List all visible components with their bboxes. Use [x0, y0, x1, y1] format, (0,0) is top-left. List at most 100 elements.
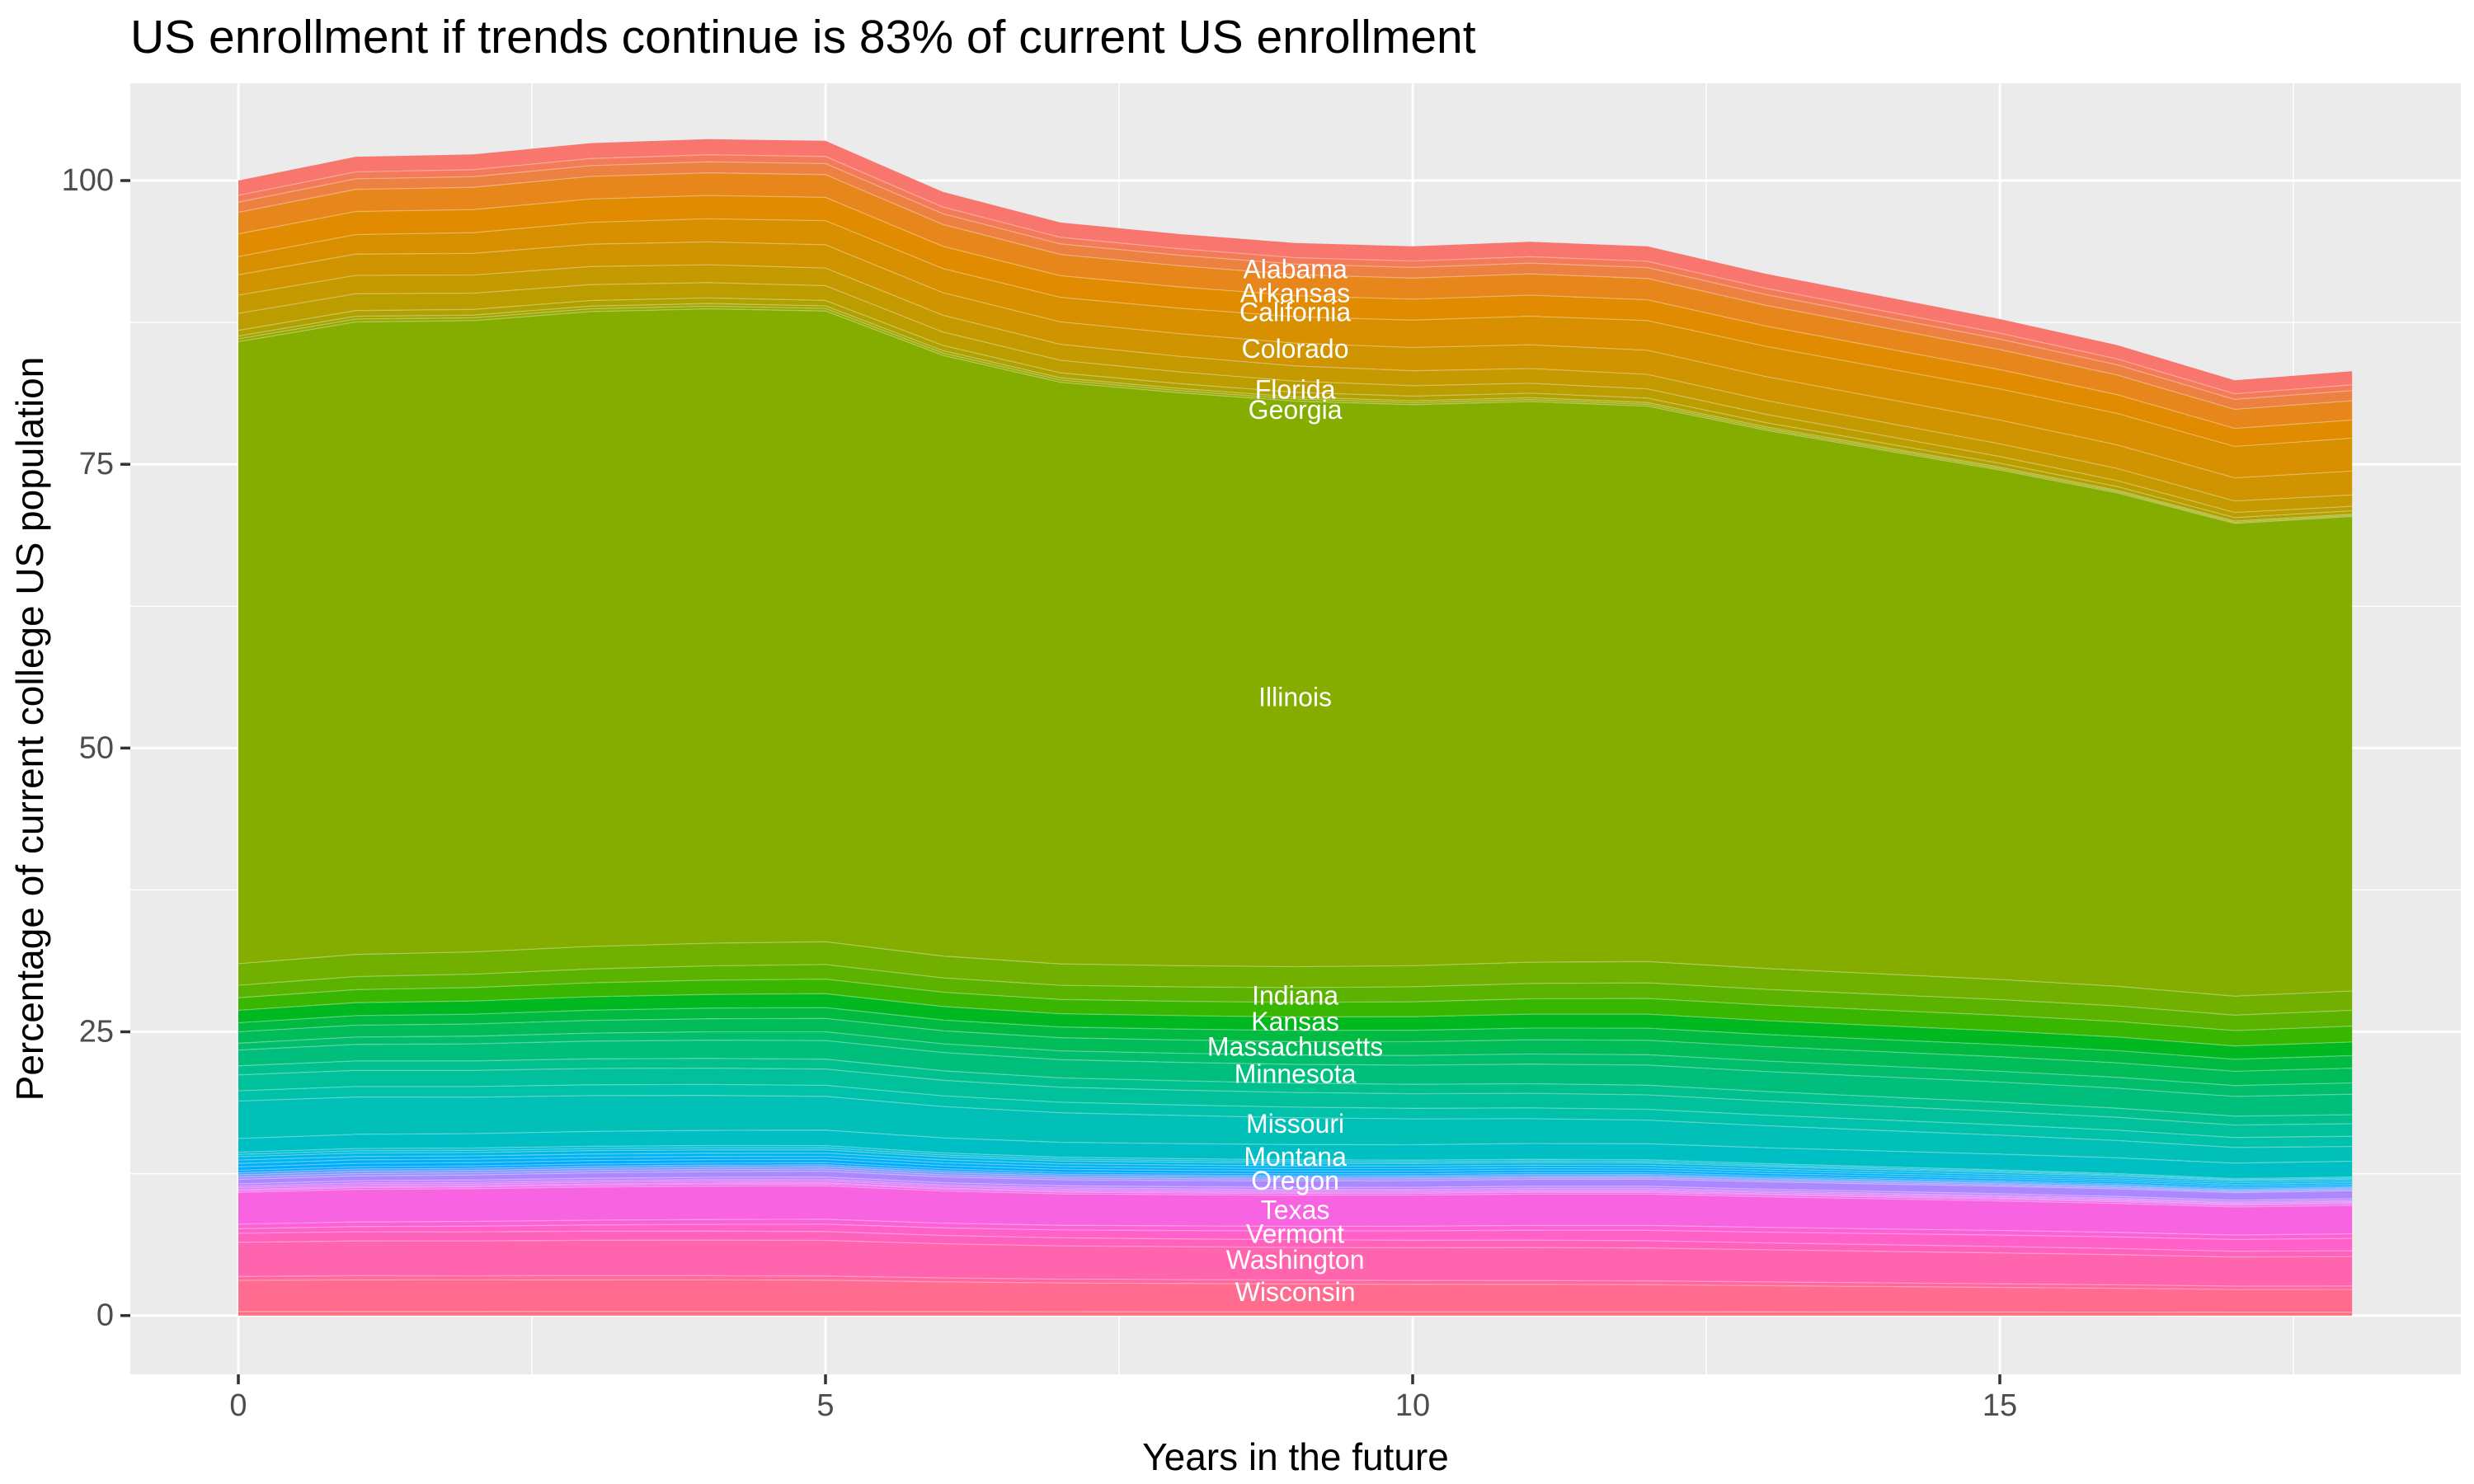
area-washington	[238, 1240, 2353, 1286]
state-label-wisconsin: Wisconsin	[1235, 1277, 1356, 1307]
state-label-kansas: Kansas	[1251, 1007, 1339, 1036]
area-boundary-florida	[238, 282, 2353, 514]
state-label-indiana: Indiana	[1252, 980, 1338, 1010]
area-boundary-indiana	[238, 941, 2353, 997]
state-label-colorado: Colorado	[1242, 334, 1349, 364]
state-label-alabama: Alabama	[1243, 254, 1348, 284]
area-minnesota	[238, 1068, 2353, 1138]
area-texas	[238, 1186, 2353, 1235]
area-nebraska	[238, 1145, 2353, 1180]
state-label-california: California	[1239, 298, 1351, 327]
tick-label-y-100: 100	[62, 163, 114, 198]
area-vermont	[238, 1223, 2353, 1252]
area-boundary-hawaii	[238, 303, 2353, 522]
area-boundary-iowa	[238, 964, 2353, 1016]
area-boundary-arizona	[238, 161, 2353, 401]
area-boundary-maine	[238, 1017, 2353, 1073]
area-maine	[238, 1018, 2353, 1086]
tick-label-x-10: 10	[1395, 1388, 1430, 1423]
area-utah	[238, 1219, 2353, 1240]
area-wisconsin	[238, 1280, 2353, 1313]
area-arizona	[238, 162, 2353, 410]
area-michigan	[238, 1058, 2353, 1125]
area-colorado	[238, 218, 2353, 478]
area-iowa	[238, 964, 2353, 1031]
y-axis-title: Percentage of current college US populat…	[8, 356, 51, 1101]
area-kentucky	[238, 993, 2353, 1059]
area-boundary-california	[238, 195, 2353, 430]
area-boundary-maryland	[238, 1031, 2353, 1087]
area-kansas	[238, 979, 2353, 1046]
tick-label-x-15: 15	[1982, 1388, 2017, 1423]
area-boundary-utah	[238, 1219, 2353, 1236]
area-boundary-oklahoma	[238, 1168, 2353, 1192]
area-boundary-connecticut	[238, 241, 2353, 479]
tick-label-x-0: 0	[229, 1388, 247, 1423]
area-west-virginia	[238, 1275, 2353, 1290]
area-illinois	[238, 308, 2353, 997]
tick-label-y-0: 0	[96, 1298, 114, 1333]
area-boundary-louisiana	[238, 1007, 2353, 1060]
tick-label-y-25: 25	[79, 1015, 114, 1050]
area-delaware	[238, 265, 2353, 513]
state-label-georgia: Georgia	[1249, 395, 1343, 425]
area-boundary-massachusetts	[238, 1040, 2353, 1097]
area-boundary-alaska	[238, 154, 2353, 395]
state-label-montana: Montana	[1244, 1142, 1347, 1172]
area-boundary-montana	[238, 1129, 2353, 1164]
area-boundary-new-mexico	[238, 1155, 2353, 1186]
area-boundary-south-carolina	[238, 1180, 2353, 1204]
state-label-oregon: Oregon	[1251, 1166, 1339, 1195]
state-label-florida: Florida	[1255, 374, 1336, 404]
area-boundary-georgia	[238, 297, 2353, 519]
area-boundary-idaho	[238, 305, 2353, 524]
area-boundary-new-hampshire	[238, 1149, 2353, 1182]
area-boundary-vermont	[238, 1223, 2353, 1241]
tick-label-x-5: 5	[816, 1388, 834, 1423]
area-connecticut	[238, 242, 2353, 501]
area-boundary-mississippi	[238, 1083, 2353, 1139]
area-virginia	[238, 1231, 2353, 1257]
area-boundary-illinois	[238, 308, 2353, 524]
area-boundary-nevada	[238, 1147, 2353, 1181]
area-florida	[238, 282, 2353, 518]
area-arkansas	[238, 172, 2353, 429]
area-boundary-new-jersey	[238, 1152, 2353, 1184]
state-label-vermont: Vermont	[1246, 1219, 1344, 1249]
state-label-minnesota: Minnesota	[1235, 1059, 1357, 1088]
area-boundary-ohio	[238, 1166, 2353, 1191]
area-new-york	[238, 1159, 2353, 1188]
tick-label-y-75: 75	[79, 447, 114, 481]
area-alabama	[238, 139, 2353, 394]
area-boundary-north-carolina	[238, 1162, 2353, 1189]
area-new-hampshire	[238, 1149, 2353, 1183]
area-massachusetts	[238, 1040, 2353, 1116]
area-nevada	[238, 1148, 2353, 1181]
area-boundary-washington	[238, 1239, 2353, 1258]
area-california	[238, 195, 2353, 447]
area-boundary-minnesota	[238, 1067, 2353, 1126]
area-boundary-virginia	[238, 1230, 2353, 1252]
area-boundary-north-dakota	[238, 1164, 2353, 1190]
area-boundary-pennsylvania	[238, 1176, 2353, 1201]
x-axis-title: Years in the future	[1142, 1435, 1449, 1478]
area-boundary-wisconsin	[238, 1279, 2353, 1290]
area-boundary-michigan	[238, 1058, 2353, 1117]
area-montana	[238, 1129, 2353, 1179]
state-label-texas: Texas	[1261, 1195, 1330, 1225]
area-boundary-oregon	[238, 1170, 2353, 1194]
state-label-illinois: Illinois	[1258, 682, 1332, 711]
area-boundary-west-virginia	[238, 1275, 2353, 1287]
chart-title: US enrollment if trends continue is 83% …	[130, 11, 1476, 63]
area-boundary-tennessee	[238, 1183, 2353, 1206]
area-boundary-kansas	[238, 978, 2353, 1031]
area-boundary-south-dakota	[238, 1181, 2353, 1205]
area-boundary-new-york	[238, 1158, 2353, 1187]
state-label-missouri: Missouri	[1246, 1109, 1344, 1139]
area-indiana	[238, 942, 2353, 1016]
area-oklahoma	[238, 1168, 2353, 1193]
area-boundary-nebraska	[238, 1144, 2353, 1180]
area-wyoming	[238, 1311, 2353, 1316]
